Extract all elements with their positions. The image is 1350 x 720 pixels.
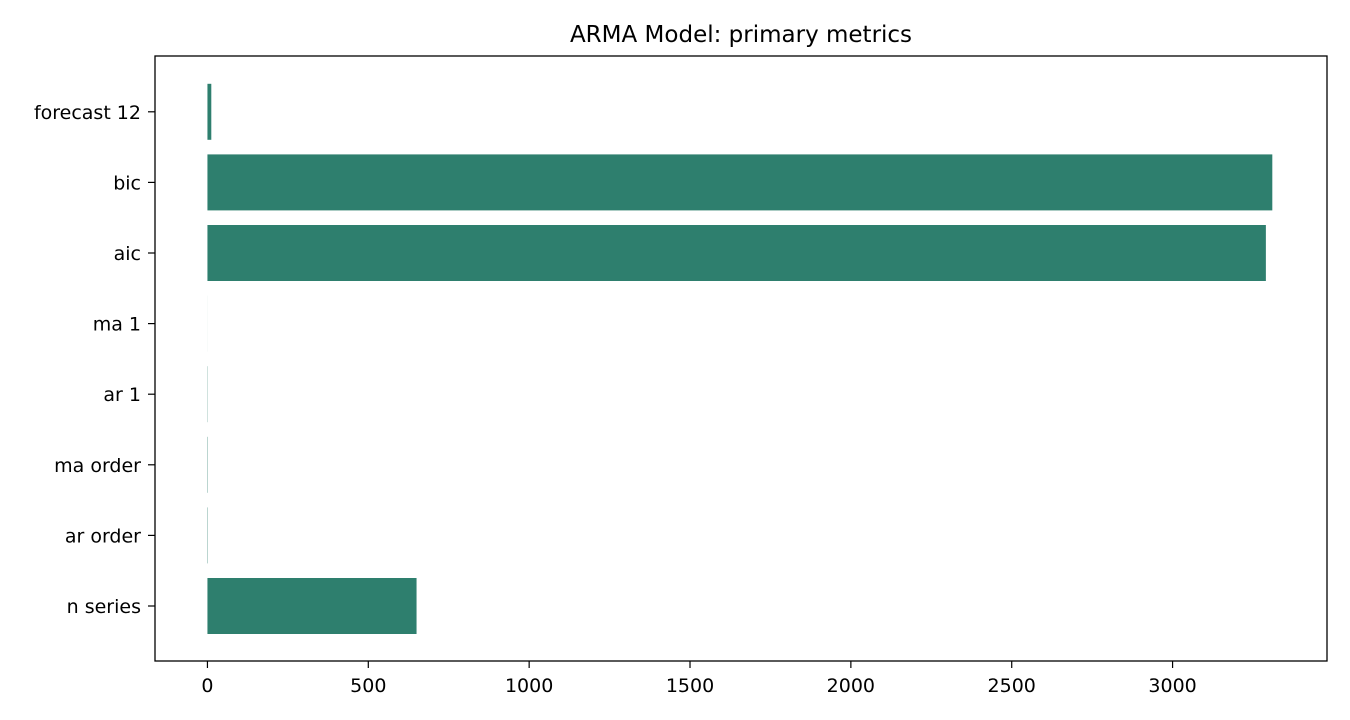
x-axis: 0 500 1000 1500 2000 2500 3000 <box>201 661 1197 697</box>
x-tick-label: 2000 <box>827 675 875 697</box>
plot-frame <box>154 55 1328 662</box>
bar-n-series <box>207 578 417 634</box>
x-tick-label: 0 <box>201 675 213 697</box>
y-tick-label: aic <box>114 243 141 265</box>
y-tick-label: bic <box>113 172 141 194</box>
bar-bic <box>207 154 1273 211</box>
bar-forecast-12 <box>207 83 212 140</box>
x-tick-label: 1000 <box>505 675 553 697</box>
y-tick-label: forecast 12 <box>34 102 141 124</box>
y-tick-label: n series <box>67 596 141 618</box>
y-tick-label: ma 1 <box>93 314 141 336</box>
x-tick-label: 500 <box>350 675 386 697</box>
y-tick-label: ma order <box>54 455 141 477</box>
y-axis: n series ar order ma order ar 1 ma 1 aic bic fo… <box>34 102 155 618</box>
chart-title: ARMA Model: primary metrics <box>570 22 912 48</box>
bar-aic <box>207 225 1266 281</box>
y-tick-label: ar order <box>65 525 141 547</box>
x-tick-label: 2500 <box>988 675 1036 697</box>
x-tick-label: 3000 <box>1148 675 1196 697</box>
bars-group <box>207 83 1273 634</box>
y-tick-label: ar 1 <box>103 384 141 406</box>
x-tick-label: 1500 <box>666 675 714 697</box>
